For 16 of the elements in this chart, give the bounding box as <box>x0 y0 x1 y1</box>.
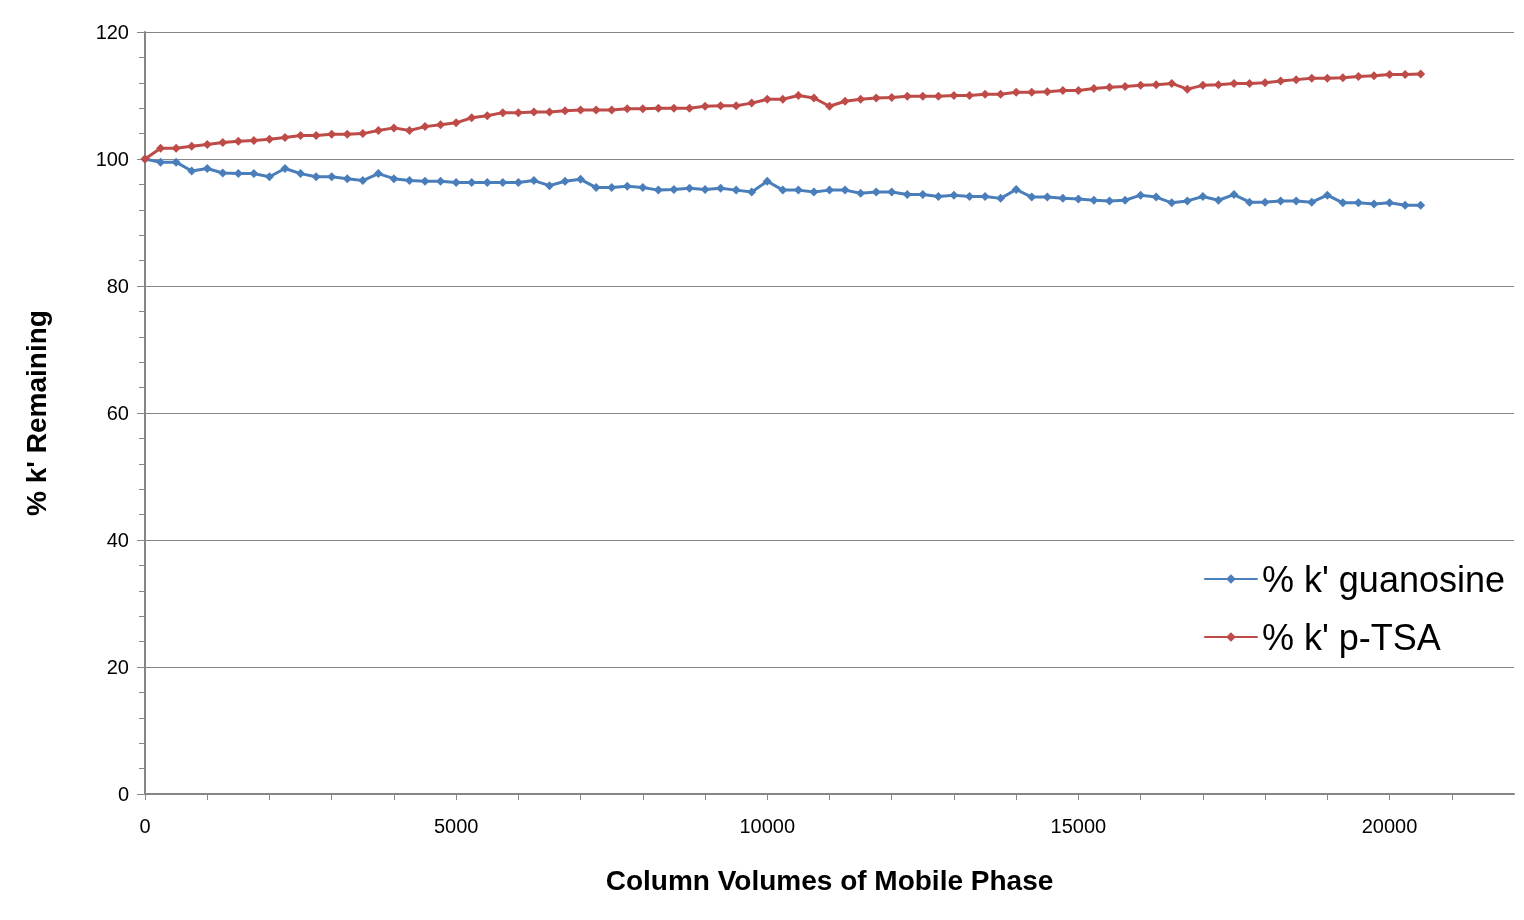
legend-label: % k' guanosine <box>1261 558 1506 600</box>
legend-label: % k' p-TSA <box>1261 616 1441 658</box>
y-tick-label: 20 <box>106 656 129 678</box>
y-tick-label: 80 <box>106 275 129 297</box>
x-tick-label: 20000 <box>1361 815 1418 837</box>
y-tick-label: 0 <box>117 783 129 805</box>
x-tick-label: 10000 <box>739 815 796 837</box>
y-tick-label: 100 <box>95 148 129 170</box>
y-axis-title: % k' Remaining <box>20 310 52 516</box>
x-tick-label: 15000 <box>1050 815 1107 837</box>
y-tick-label: 40 <box>106 529 129 551</box>
y-tick-label: 120 <box>95 21 129 43</box>
x-tick-label: 5000 <box>433 815 479 837</box>
x-axis-title: Column Volumes of Mobile Phase <box>605 864 1054 896</box>
x-tick-label: 0 <box>139 815 151 837</box>
y-tick-label: 60 <box>106 402 129 424</box>
